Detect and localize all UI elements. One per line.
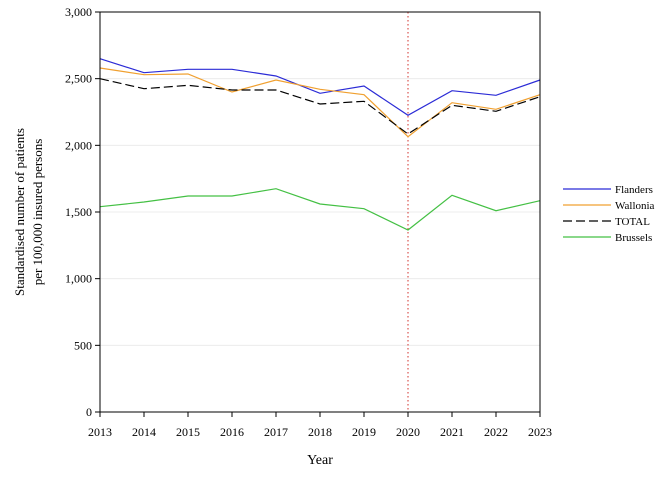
gridlines	[100, 11, 540, 413]
x-tick-label: 2022	[484, 425, 508, 439]
x-tick-label: 2021	[440, 425, 464, 439]
legend-label-total: TOTAL	[615, 216, 650, 228]
x-tick-label: 2018	[308, 425, 332, 439]
x-tick-label: 2015	[176, 425, 200, 439]
y-axis-label: Standardised number of patients per 100,0…	[12, 128, 45, 296]
series-line-wallonia	[99, 67, 541, 138]
x-tick-label: 2013	[88, 425, 112, 439]
legend: Flanders Wallonia TOTAL Brussels	[563, 184, 655, 244]
x-tick-label: 2016	[220, 425, 244, 439]
y-tick-label: 3,000	[65, 5, 92, 19]
legend-label-flanders: Flanders	[615, 184, 653, 196]
x-tick-label: 2014	[132, 425, 156, 439]
x-tick-label: 2023	[528, 425, 552, 439]
series-line-flanders	[99, 58, 541, 117]
y-tick-label: 1,500	[65, 205, 92, 219]
y-tick-label: 1,000	[65, 272, 92, 286]
y-tick-label: 500	[74, 338, 92, 352]
x-tick-label: 2017	[264, 425, 288, 439]
x-axis: 2013 2014 2015 2016 2017 2018 2019 2020 2021 2022…	[88, 412, 552, 439]
y-axis-label-line: per 100,000 insured persons	[30, 139, 45, 286]
x-axis-label: Year	[307, 453, 333, 468]
x-tick-label: 2019	[352, 425, 376, 439]
y-axis: 0 500 1,000 1,500 2,000 2,500 3,000	[65, 5, 100, 419]
series-line-brussels	[99, 188, 541, 231]
y-tick-label: 2,500	[65, 72, 92, 86]
series-line-total	[99, 78, 541, 135]
legend-label-wallonia: Wallonia	[615, 200, 655, 212]
series-lines	[99, 58, 541, 231]
y-tick-label: 0	[86, 405, 92, 419]
y-tick-label: 2,000	[65, 138, 92, 152]
legend-label-brussels: Brussels	[615, 232, 652, 244]
y-axis-label-line: Standardised number of patients	[12, 128, 27, 296]
x-tick-label: 2020	[396, 425, 420, 439]
